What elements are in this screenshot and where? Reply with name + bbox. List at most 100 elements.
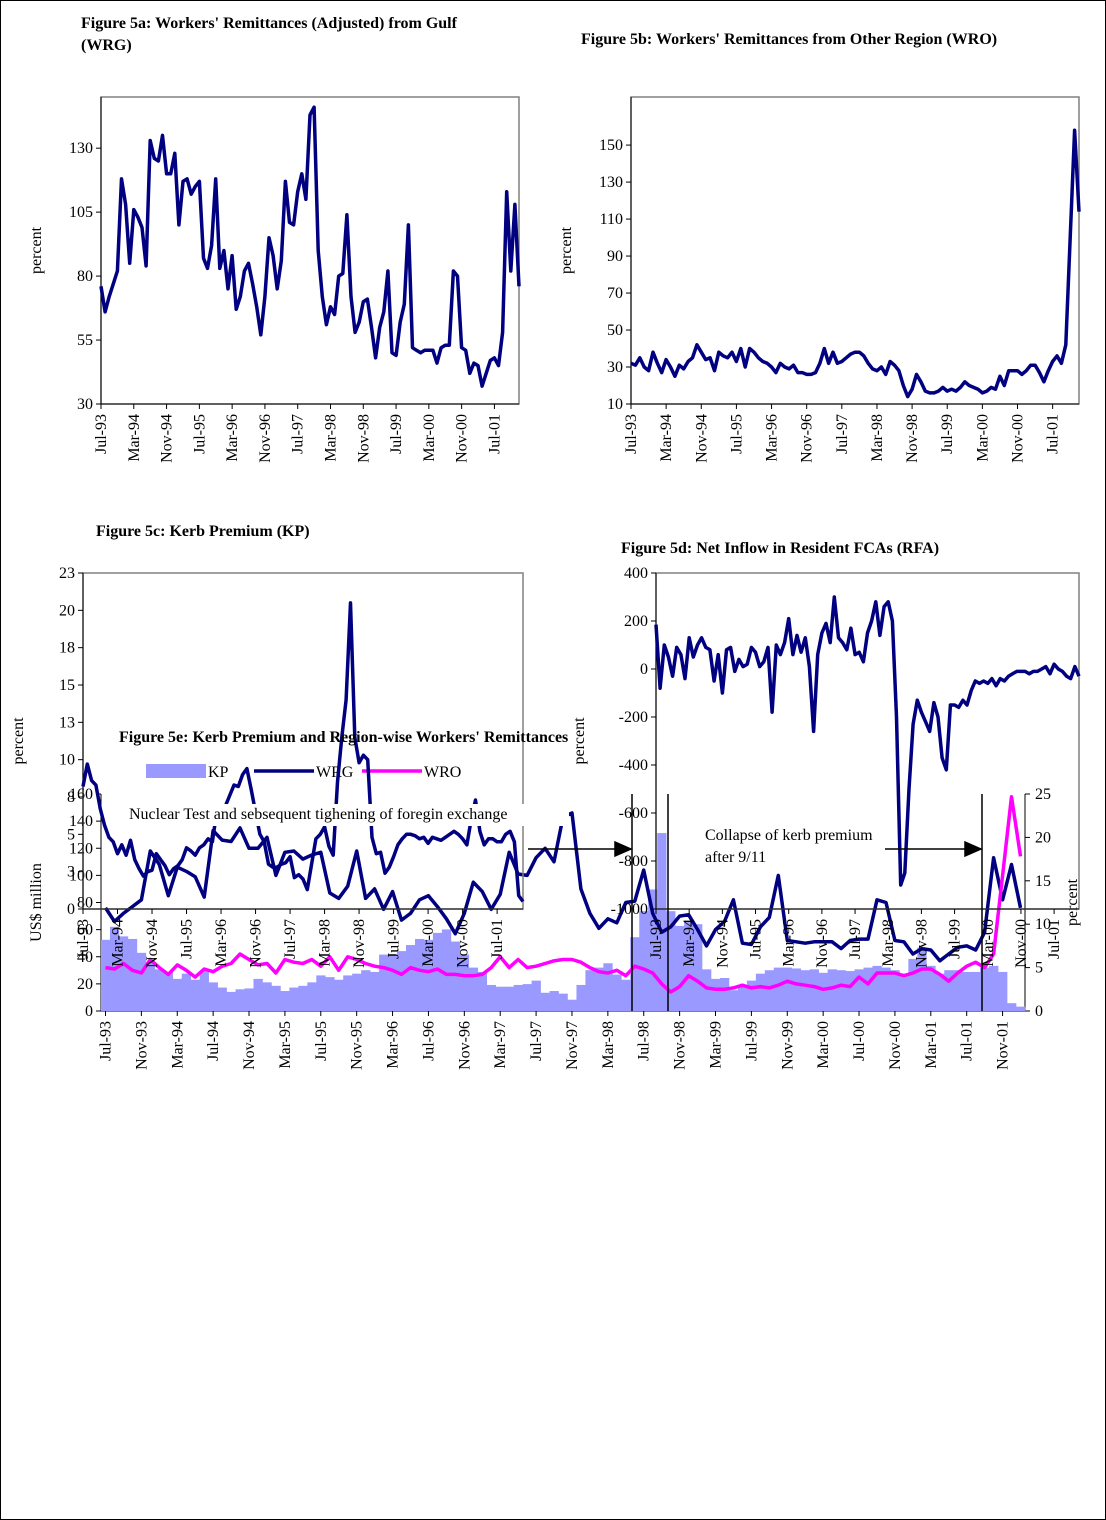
y-tick-label: -400	[619, 757, 648, 774]
y-tick-label: 0	[640, 661, 648, 678]
y-tick-label: 3	[67, 864, 75, 881]
x-tick-label: Mar-00	[815, 1021, 832, 1069]
bar	[181, 973, 192, 1011]
x-tick-label: Mar-00	[421, 414, 438, 462]
bar	[522, 984, 532, 1011]
y-tick-label: 80	[77, 895, 93, 912]
y-tick-label: 150	[599, 137, 623, 154]
annotation: Nuclear Test and sebsequent tighening of…	[129, 804, 569, 826]
bar	[693, 924, 703, 1011]
annotation: Collapse of kerb premium after 9/11	[705, 825, 885, 869]
x-tick-label: Mar-96	[213, 919, 230, 967]
y-tick-label: 50	[607, 322, 623, 339]
y-tick-label: -800	[619, 853, 648, 870]
bar	[262, 982, 272, 1011]
y-tick-label: 55	[77, 332, 93, 349]
y-tick-label: 105	[69, 204, 93, 221]
x-tick-label: Jul-95	[748, 919, 765, 959]
bar	[764, 970, 775, 1011]
x-tick-label: Mar-94	[681, 919, 698, 967]
x-tick-label: Mar-96	[764, 414, 781, 462]
bar	[854, 969, 864, 1011]
bar	[136, 952, 147, 1011]
bar	[791, 968, 802, 1011]
bar	[352, 973, 362, 1011]
bar	[621, 979, 631, 1011]
x-tick-label: Jul-01	[486, 414, 503, 454]
chart: 0 3 5 8 10 13 15 18 20 23 percent Jul-93 Mar-94 Nov-9…	[10, 565, 525, 968]
bar	[432, 932, 443, 1011]
bar	[343, 975, 353, 1011]
bar	[549, 991, 559, 1011]
bar	[917, 947, 927, 1011]
bar	[468, 967, 479, 1011]
y-tick-label: 70	[607, 285, 623, 302]
bar	[845, 971, 855, 1011]
x-tick-label: Nov-94	[714, 919, 731, 968]
bar	[379, 954, 389, 1011]
x-tick-label: Jul-95	[313, 1021, 330, 1061]
bar	[190, 979, 200, 1011]
bar	[531, 980, 541, 1011]
x-tick-label: Jul-95	[191, 414, 208, 454]
bar	[926, 965, 936, 1011]
bar	[630, 937, 640, 1011]
bar	[908, 958, 918, 1011]
bar	[746, 980, 757, 1011]
bar	[603, 963, 613, 1011]
x-tick-label: Mar-94	[658, 414, 675, 462]
bar	[684, 921, 694, 1011]
legend-label: WRO	[424, 764, 461, 781]
y-axis-label: percent	[558, 226, 575, 274]
y-tick-label: 23	[59, 565, 75, 582]
legend-swatch	[146, 764, 206, 778]
line	[630, 128, 1081, 399]
bar	[773, 967, 784, 1011]
y-tick-label: 200	[624, 613, 648, 630]
bar	[334, 979, 344, 1011]
x-tick-label: Mar-00	[974, 414, 991, 462]
bar	[450, 941, 461, 1011]
x-tick-label: Nov-96	[814, 919, 831, 968]
chart-title: Figure 5a: Workers' Remittances (Adjuste…	[81, 15, 457, 54]
bar	[980, 967, 990, 1011]
bar	[127, 938, 138, 1011]
bar	[576, 984, 586, 1011]
plot-frame	[630, 96, 1080, 405]
bar	[953, 970, 963, 1011]
bar	[316, 975, 326, 1011]
chart: -1000 -800 -600 -400 -200 0 200 400 percent Jul-9…	[571, 565, 1081, 968]
y-tick-label: 80	[77, 268, 93, 285]
chart-title: Figure 5b: Workers' Remittances from Oth…	[581, 31, 998, 48]
y-tick-label: 110	[600, 211, 623, 228]
bar	[818, 972, 828, 1011]
bar	[370, 971, 380, 1011]
arrow-head	[964, 840, 983, 858]
bar	[361, 970, 371, 1011]
x-tick-label: Mar-00	[420, 919, 437, 967]
bar	[253, 978, 263, 1011]
bar	[755, 973, 766, 1011]
x-tick-label: Jul-95	[179, 919, 196, 959]
x-tick-label: Jul-93	[97, 1021, 114, 1061]
x-tick-label: Nov-00	[1013, 919, 1030, 968]
line	[99, 105, 521, 388]
y-tick-label: 90	[607, 248, 623, 265]
bar	[899, 973, 909, 1011]
x-tick-label: Jul-99	[386, 919, 403, 959]
bar	[863, 967, 873, 1011]
bar	[244, 988, 254, 1011]
bar	[540, 992, 550, 1011]
line	[654, 595, 1081, 887]
y2-tick-label: 20	[1035, 829, 1051, 846]
x-tick-label: Jul-99	[947, 919, 964, 959]
bar	[289, 987, 299, 1011]
bar	[809, 969, 819, 1011]
legend-label: WRG	[316, 764, 354, 781]
x-tick-label: Jul-01	[1045, 414, 1062, 454]
bar	[737, 986, 748, 1011]
y-tick-label: 30	[607, 359, 623, 376]
bar	[298, 985, 308, 1011]
bar	[459, 954, 470, 1011]
